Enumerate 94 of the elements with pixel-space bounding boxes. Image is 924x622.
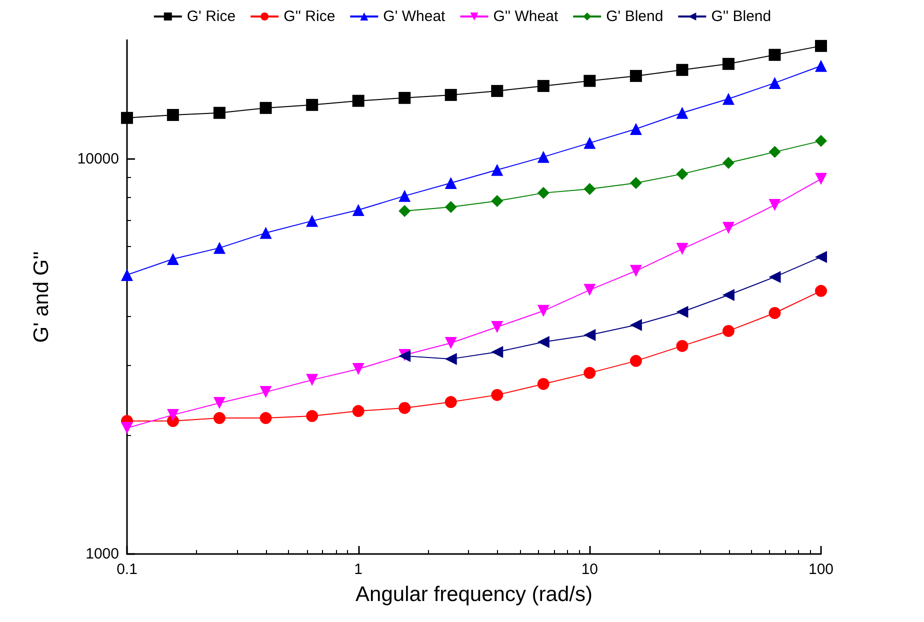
point [306, 98, 318, 111]
legend-label: G' Blend [606, 8, 664, 25]
x-tick-label: 1 [354, 561, 363, 578]
point [676, 306, 688, 318]
point [491, 388, 504, 401]
point [491, 194, 504, 207]
point [768, 146, 781, 158]
point [444, 396, 457, 408]
point [260, 102, 272, 114]
point [722, 156, 734, 169]
point [121, 422, 133, 434]
point [121, 268, 133, 281]
point [491, 84, 504, 97]
point [260, 412, 272, 424]
point [630, 318, 642, 331]
legend-label: G'' Wheat [493, 8, 559, 25]
point [537, 336, 550, 348]
point [630, 122, 642, 135]
point [815, 284, 827, 297]
point [537, 186, 550, 199]
legend-label: G' Rice [186, 8, 236, 25]
point [398, 92, 411, 104]
legend-label: G'' Rice [284, 8, 336, 25]
point [491, 164, 504, 176]
point [537, 80, 550, 92]
point [676, 340, 688, 352]
point [166, 253, 179, 266]
point [768, 76, 781, 89]
point [491, 346, 504, 358]
point [815, 40, 827, 52]
point [213, 242, 226, 254]
point [815, 134, 827, 147]
point [676, 64, 688, 76]
point [537, 378, 550, 390]
point [584, 284, 596, 296]
point [352, 204, 364, 216]
point [306, 410, 318, 422]
point [260, 386, 272, 398]
point [815, 172, 827, 185]
point [815, 60, 827, 72]
legend-label: G'' Blend [711, 8, 772, 25]
y-tick-label: 1000 [86, 546, 119, 562]
point [444, 176, 457, 189]
y-tick-label: 10000 [77, 150, 119, 168]
point [815, 250, 827, 263]
point [722, 58, 734, 70]
point [722, 222, 734, 234]
point [630, 354, 642, 367]
point [584, 328, 596, 341]
point [491, 320, 504, 333]
point [398, 190, 411, 202]
point [444, 336, 457, 349]
point [768, 48, 781, 61]
point [768, 270, 781, 283]
point [630, 264, 642, 277]
point [537, 150, 550, 163]
x-tick-label: 100 [808, 561, 834, 578]
point [352, 362, 364, 375]
point [213, 412, 226, 424]
point [584, 136, 596, 149]
point [676, 106, 688, 119]
point [213, 397, 226, 410]
point [306, 214, 318, 227]
point [166, 408, 179, 421]
x-tick-label: 0.1 [116, 561, 138, 578]
legend-label: G' Wheat [383, 8, 446, 25]
point [537, 304, 550, 317]
point [676, 168, 688, 180]
point [444, 201, 457, 214]
point [121, 112, 133, 124]
point [444, 352, 457, 365]
point [722, 288, 734, 301]
point [444, 88, 457, 101]
point [166, 108, 179, 121]
point [306, 374, 318, 386]
point [768, 198, 781, 211]
point [352, 405, 364, 418]
point [398, 402, 411, 414]
point [213, 106, 226, 119]
point [630, 70, 642, 82]
point [584, 182, 596, 195]
point [260, 226, 272, 239]
point [722, 92, 734, 105]
point [630, 176, 642, 189]
x-tick-label: 10 [581, 561, 598, 578]
point [584, 74, 596, 87]
point [676, 242, 688, 255]
point [768, 307, 781, 319]
point [398, 204, 411, 217]
point [352, 94, 364, 107]
point [722, 324, 734, 337]
x-axis-title: Angular frequency (rad/s) [356, 583, 592, 606]
point [584, 366, 596, 379]
y-axis-title: G' and G'' [30, 251, 53, 343]
